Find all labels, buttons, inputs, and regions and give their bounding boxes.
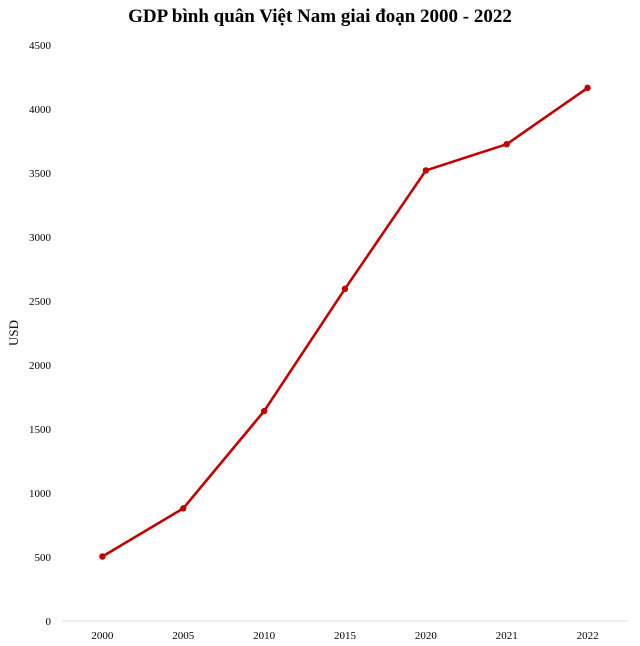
data-point xyxy=(341,285,349,293)
x-tick-label: 2022 xyxy=(577,630,599,642)
y-tick-label: 1000 xyxy=(29,488,52,500)
x-tick-label: 2000 xyxy=(91,630,114,642)
gdp-series-line xyxy=(101,86,589,558)
y-tick-label: 4500 xyxy=(29,40,52,52)
data-point xyxy=(260,407,268,415)
y-tick-label: 2000 xyxy=(29,360,52,372)
y-tick-label: 500 xyxy=(35,552,52,564)
x-tick-label: 2020 xyxy=(415,630,438,642)
data-points xyxy=(99,84,591,560)
chart-title: GDP bình quân Việt Nam giai đoạn 2000 - … xyxy=(128,6,512,27)
y-tick-label: 3000 xyxy=(29,232,52,244)
data-point xyxy=(422,167,430,174)
data-point xyxy=(584,84,591,92)
x-tick-label: 2010 xyxy=(253,630,276,642)
data-point xyxy=(180,505,187,512)
data-point xyxy=(99,553,106,560)
y-tick-label: 0 xyxy=(46,616,52,628)
y-tick-label: 3500 xyxy=(29,168,52,180)
y-tick-label: 4000 xyxy=(29,104,52,116)
y-tick-labels: 0 500 1000 1500 2000 2500 3000 3500 4000 4500 xyxy=(29,40,52,628)
y-axis-label: USD xyxy=(6,320,21,346)
y-tick-label: 1500 xyxy=(29,424,52,436)
y-tick-label: 2500 xyxy=(29,296,52,308)
x-tick-labels: 2000 2005 2010 2015 2020 2021 2022 xyxy=(91,630,598,642)
x-tick-label: 2015 xyxy=(334,630,357,642)
x-tick-label: 2021 xyxy=(496,630,518,642)
x-tick-label: 2005 xyxy=(172,630,195,642)
data-point xyxy=(503,141,510,148)
